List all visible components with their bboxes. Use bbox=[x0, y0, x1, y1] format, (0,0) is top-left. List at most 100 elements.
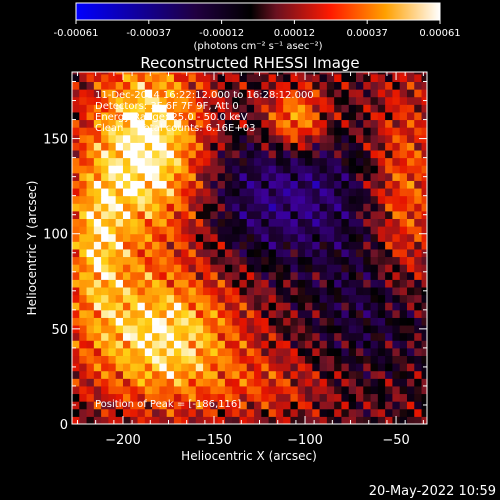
heatmap-cell bbox=[195, 378, 204, 387]
heatmap-cell bbox=[72, 165, 80, 174]
heatmap-cell bbox=[166, 241, 175, 250]
heatmap-cell bbox=[159, 370, 168, 379]
heatmap-cell bbox=[290, 317, 299, 326]
heatmap-cell bbox=[370, 332, 379, 341]
heatmap-cell bbox=[370, 309, 379, 318]
heatmap-cell bbox=[297, 210, 306, 220]
heatmap-cell bbox=[392, 264, 401, 273]
heatmap-cell bbox=[399, 142, 408, 151]
heatmap-cell bbox=[166, 134, 175, 143]
heatmap-cell bbox=[115, 370, 124, 379]
heatmap-cell bbox=[356, 256, 364, 265]
heatmap-cell bbox=[290, 142, 299, 151]
heatmap-cell bbox=[254, 188, 262, 197]
heatmap-cell bbox=[356, 294, 364, 303]
heatmap-cell bbox=[86, 325, 95, 334]
heatmap-cell bbox=[261, 134, 270, 143]
heatmap-cell bbox=[363, 385, 372, 395]
heatmap-cell bbox=[246, 111, 255, 121]
heatmap-cell bbox=[159, 195, 168, 204]
heatmap-cell bbox=[377, 188, 386, 197]
heatmap-cell bbox=[195, 401, 204, 410]
heatmap-cell bbox=[290, 89, 299, 98]
heatmap-cell bbox=[101, 370, 109, 379]
heatmap-cell bbox=[195, 72, 204, 75]
heatmap-cell bbox=[246, 180, 255, 189]
heatmap-cell bbox=[173, 210, 182, 220]
heatmap-cell bbox=[261, 89, 270, 98]
heatmap-cell bbox=[246, 165, 255, 174]
heatmap-cell bbox=[79, 363, 88, 372]
heatmap-cell bbox=[246, 210, 255, 220]
heatmap-cell bbox=[297, 271, 306, 280]
heatmap-cell bbox=[195, 309, 204, 318]
heatmap-cell bbox=[137, 210, 146, 220]
heatmap-cell bbox=[224, 378, 233, 387]
heatmap-cell bbox=[341, 233, 350, 242]
heatmap-cell bbox=[122, 385, 131, 395]
heatmap-cell bbox=[334, 188, 342, 197]
heatmap-cell bbox=[86, 226, 95, 235]
heatmap-cell bbox=[341, 302, 350, 311]
heatmap-cell bbox=[399, 226, 408, 235]
heatmap-cell bbox=[283, 134, 291, 143]
heatmap-cell bbox=[290, 332, 299, 341]
heatmap-cell bbox=[261, 279, 270, 288]
heatmap-cell bbox=[239, 401, 248, 410]
heatmap-cell bbox=[137, 72, 146, 75]
heatmap-cell bbox=[144, 203, 153, 212]
heatmap-cell bbox=[239, 210, 248, 220]
heatmap-cell bbox=[203, 96, 211, 105]
heatmap-cell bbox=[210, 385, 219, 395]
heatmap-cell bbox=[79, 203, 88, 212]
heatmap-cell bbox=[421, 340, 427, 349]
heatmap-cell bbox=[130, 134, 139, 143]
heatmap-cell bbox=[115, 302, 124, 311]
heatmap-cell bbox=[137, 355, 146, 364]
heatmap-cell bbox=[79, 294, 88, 303]
heatmap-cell bbox=[137, 264, 146, 273]
heatmap-cell bbox=[217, 340, 226, 349]
heatmap-cell bbox=[246, 302, 255, 311]
heatmap-cell bbox=[210, 309, 219, 318]
heatmap-cell bbox=[122, 340, 131, 349]
heatmap-cell bbox=[115, 119, 124, 128]
heatmap-cell bbox=[341, 241, 350, 250]
heatmap-cell bbox=[275, 150, 284, 159]
heatmap-cell bbox=[195, 203, 204, 212]
heatmap-cell bbox=[341, 370, 350, 379]
heatmap-cell bbox=[356, 309, 364, 318]
colorbar-tick-label: -0.00061 bbox=[54, 28, 99, 39]
heatmap-cell bbox=[290, 378, 299, 387]
heatmap-cell bbox=[166, 119, 175, 128]
heatmap-cell bbox=[283, 393, 291, 402]
heatmap-cell bbox=[195, 279, 204, 288]
heatmap-cell bbox=[283, 408, 291, 417]
heatmap-cell bbox=[115, 180, 124, 189]
heatmap-cell bbox=[297, 111, 306, 121]
heatmap-cell bbox=[305, 370, 313, 379]
heatmap-cell bbox=[210, 340, 219, 349]
heatmap-cell bbox=[232, 408, 240, 417]
heatmap-cell bbox=[86, 81, 95, 90]
heatmap-cell bbox=[414, 294, 423, 303]
heatmap-cell bbox=[297, 294, 306, 303]
heatmap-cell bbox=[159, 157, 168, 166]
heatmap-cell bbox=[93, 332, 102, 341]
heatmap-cell bbox=[334, 134, 342, 143]
heatmap-cell bbox=[283, 416, 291, 424]
heatmap-cell bbox=[246, 89, 255, 98]
heatmap-cell bbox=[261, 317, 270, 326]
heatmap-cell bbox=[370, 256, 379, 265]
heatmap-cell bbox=[399, 165, 408, 174]
heatmap-cell bbox=[137, 363, 146, 372]
heatmap-cell bbox=[406, 188, 415, 197]
heatmap-cell bbox=[122, 119, 131, 128]
heatmap-cell bbox=[122, 279, 131, 288]
heatmap-cell bbox=[254, 150, 262, 159]
heatmap-cell bbox=[421, 195, 427, 204]
heatmap-cell bbox=[370, 188, 379, 197]
heatmap-cell bbox=[283, 309, 291, 318]
heatmap-cell bbox=[334, 287, 342, 296]
heatmap-cell bbox=[232, 347, 240, 357]
